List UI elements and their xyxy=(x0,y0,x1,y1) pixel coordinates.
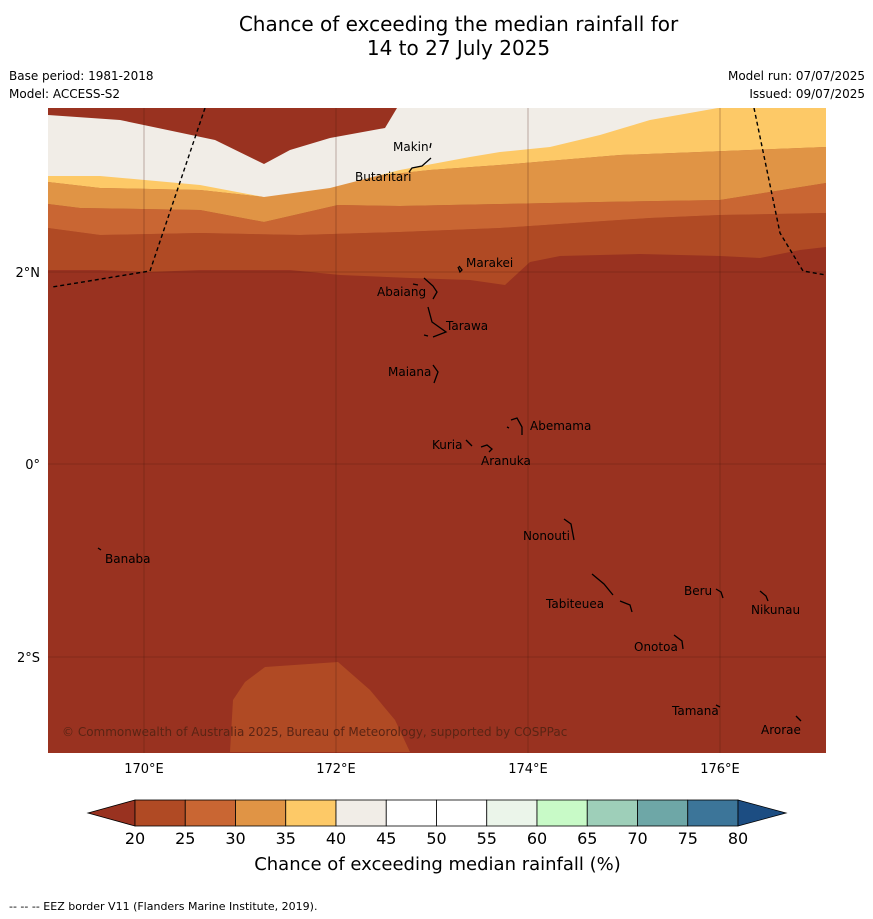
place-abemama: Abemama xyxy=(530,419,591,433)
eez-border xyxy=(51,108,826,288)
colorbar-tick-label: 30 xyxy=(225,829,245,848)
place-onotoa: Onotoa xyxy=(634,640,678,654)
place-arorae: Arorae xyxy=(761,723,801,737)
colorbar-segment xyxy=(134,799,186,827)
colorbar-tick-label: 55 xyxy=(477,829,497,848)
place-banaba: Banaba xyxy=(105,552,151,566)
issued-date: Issued: 09/07/2025 xyxy=(749,87,865,101)
model-name: Model: ACCESS-S2 xyxy=(9,87,121,101)
colorbar-tick-label: 45 xyxy=(376,829,396,848)
place-aranuka: Aranuka xyxy=(481,454,531,468)
colorbar-tick-label: 25 xyxy=(175,829,195,848)
place-kuria: Kuria xyxy=(432,438,463,452)
colorbar-segment xyxy=(385,799,437,827)
map-area: Makin Butaritari Marakei Abaiang Tarawa … xyxy=(48,108,826,753)
colorbar-tick-label: 40 xyxy=(326,829,346,848)
place-labels: Makin Butaritari Marakei Abaiang Tarawa … xyxy=(105,140,801,737)
colorbar-segment xyxy=(235,799,287,827)
model-run: Model run: 07/07/2025 xyxy=(727,69,865,83)
band-25 xyxy=(48,213,826,285)
colorbar-segments xyxy=(134,799,739,827)
lon-label-176e: 176°E xyxy=(700,762,740,777)
colorbar-segment xyxy=(335,799,387,827)
colorbar-tick-label: 65 xyxy=(577,829,597,848)
place-tarawa: Tarawa xyxy=(445,319,488,333)
place-abaiang: Abaiang xyxy=(377,285,426,299)
graticule xyxy=(48,108,826,753)
colorbar-tick-label: 60 xyxy=(527,829,547,848)
band-45 xyxy=(48,108,718,197)
colorbar-segment xyxy=(285,799,337,827)
colorbar-segment xyxy=(637,799,689,827)
lat-label-2n: 2°N xyxy=(16,266,41,281)
colorbar-segment xyxy=(687,799,739,827)
map-title: Chance of exceeding the median rainfall … xyxy=(0,12,873,60)
place-nonouti: Nonouti xyxy=(523,529,570,543)
colorbar-tick-label: 50 xyxy=(426,829,446,848)
meta-right: Model run: 07/07/2025 Issued: 09/07/2025 xyxy=(728,69,865,105)
meta-left: Base period: 1981-2018 Model: ACCESS-S2 xyxy=(9,69,154,105)
copyright-text: © Commonwealth of Australia 2025, Bureau… xyxy=(62,725,567,739)
place-tamana: Tamana xyxy=(671,704,719,718)
atoll-outlines xyxy=(97,142,802,722)
colorbar-tick-label: 35 xyxy=(276,829,296,848)
colorbar-over-arrow xyxy=(737,799,788,827)
colorbar-segment xyxy=(184,799,236,827)
place-nikunau: Nikunau xyxy=(751,603,800,617)
band-30 xyxy=(48,183,826,235)
colorbar-under-arrow xyxy=(86,799,136,827)
colorbar-label: Chance of exceeding median rainfall (%) xyxy=(254,854,621,875)
place-tabiteuea: Tabiteuea xyxy=(545,597,604,611)
band-35 xyxy=(48,147,826,222)
lon-label-174e: 174°E xyxy=(508,762,548,777)
colorbar: 20 25 30 35 40 45 50 55 60 65 70 75 80 xyxy=(86,799,788,848)
title-line-1: Chance of exceeding the median rainfall … xyxy=(238,12,679,36)
colorbar-tick-label: 20 xyxy=(125,829,145,848)
colorbar-tick-label: 80 xyxy=(728,829,748,848)
colorbar-tick-label: 75 xyxy=(678,829,698,848)
place-butaritari: Butaritari xyxy=(355,170,412,184)
place-beru: Beru xyxy=(684,584,712,598)
colorbar-tick-label: 70 xyxy=(627,829,647,848)
colorbar-segment xyxy=(536,799,588,827)
colorbar-segment xyxy=(436,799,488,827)
band-25-south xyxy=(230,662,410,752)
lon-label-172e: 172°E xyxy=(316,762,356,777)
lat-label-2s: 2°S xyxy=(17,651,40,666)
colorbar-ticks: 20 25 30 35 40 45 50 55 60 65 70 75 80 xyxy=(125,829,748,848)
title-line-2: 14 to 27 July 2025 xyxy=(366,36,551,60)
colorbar-segment xyxy=(586,799,638,827)
base-period: Base period: 1981-2018 xyxy=(9,69,154,83)
colorbar-segment xyxy=(486,799,538,827)
place-makin: Makin xyxy=(393,140,429,154)
lon-labels: 170°E 172°E 174°E 176°E xyxy=(124,762,740,777)
lon-label-170e: 170°E xyxy=(124,762,164,777)
lat-label-0: 0° xyxy=(25,458,40,473)
place-marakei: Marakei xyxy=(466,256,513,270)
place-maiana: Maiana xyxy=(388,365,431,379)
eez-footnote: -- -- -- EEZ border V11 (Flanders Marine… xyxy=(9,900,318,913)
lat-labels: 2°N 0° 2°S xyxy=(16,266,41,666)
